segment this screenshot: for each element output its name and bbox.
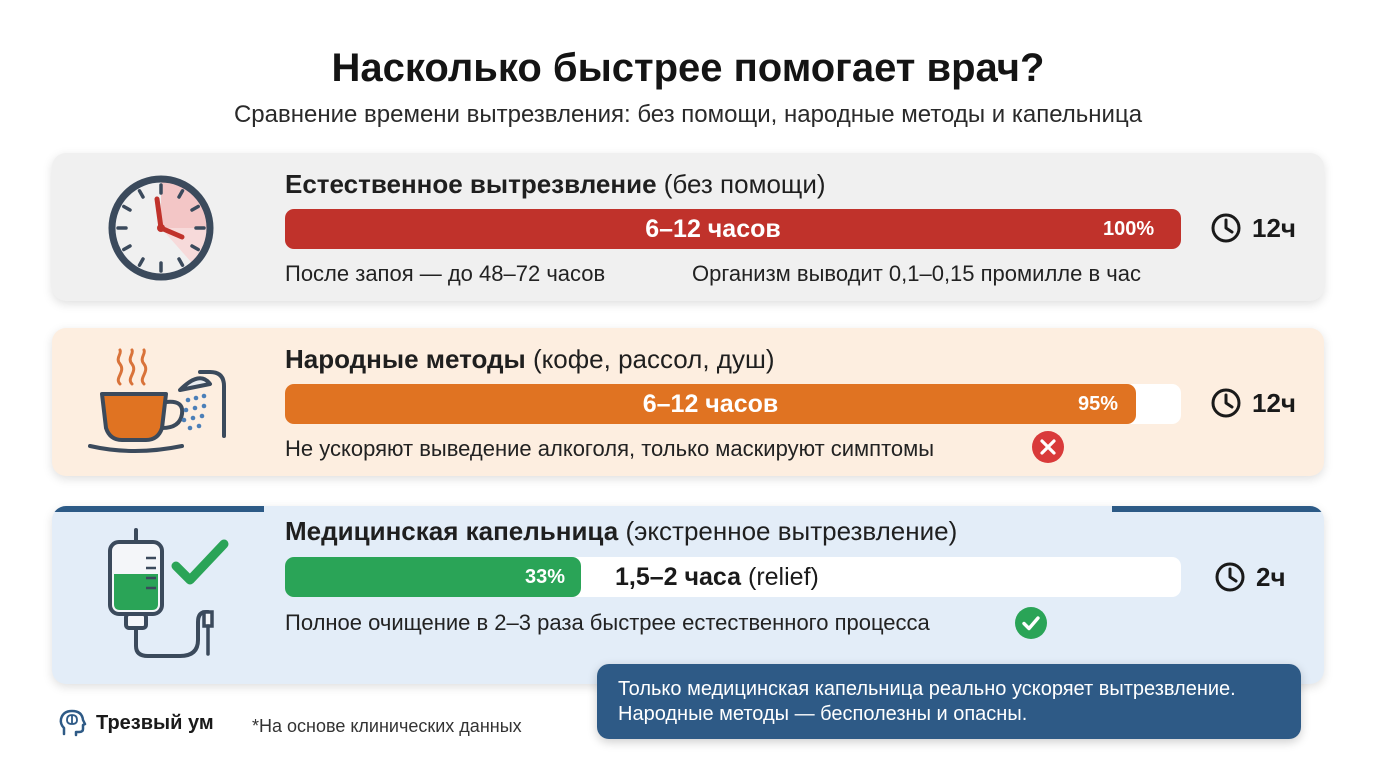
note-left: После запоя — до 48–72 часов [285,261,606,286]
page-title: Насколько быстрее помогает врач? [331,46,1045,90]
natural-sobering-card: Естественное вытрезвление (без помощи) 6… [52,153,1324,301]
coffee-shower-icon [88,348,244,463]
footnote: *На основе клинических данных [252,716,522,736]
row-title: Медицинская капельница (экстренное вытре… [285,516,958,546]
accent-bar-right [1112,506,1324,512]
folk-methods-card: Народные методы (кофе, рассол, душ) 6–12… [52,328,1324,476]
bar-label: 6–12 часов [645,215,781,243]
brand-logo: Трезвый ум [58,708,214,738]
brain-head-icon [59,709,87,737]
bar-label: 6–12 часов [642,390,779,418]
accent-bar-left [52,506,264,512]
callout-line-2: Народные методы — бесполезны и опасны. [618,703,1028,725]
callout-line-1: Только медицинская капельница реально ус… [618,678,1236,700]
clock-icon [104,171,218,290]
progress-track: 6–12 часов 95% [285,384,1181,424]
time-value: 2ч [1256,561,1286,592]
clock-small-icon [1211,213,1241,243]
page-subtitle: Сравнение времени вытрезвления: без помо… [233,101,1143,128]
clock-small-icon [1215,562,1245,592]
clock-small-icon [1211,388,1241,418]
iv-drip-icon [102,528,252,667]
progress-track: 33% 1,5–2 часа (relief) [285,557,1181,597]
bar-label: 1,5–2 часа (relief) [615,563,819,591]
brand-name: Трезвый ум [96,711,214,734]
time-indicator: 2ч [1214,561,1286,593]
row-title: Естественное вытрезвление (без помощи) [285,169,826,199]
note-right: Организм выводит 0,1–0,15 промилле в час [692,261,1141,286]
time-indicator: 12ч [1210,387,1296,419]
cross-icon [1031,430,1065,469]
conclusion-callout: Только медицинская капельница реально ус… [597,664,1301,739]
row-title: Народные методы (кофе, рассол, душ) [285,344,775,374]
iv-drip-card: Медицинская капельница (экстренное вытре… [52,506,1324,684]
time-value: 12ч [1252,387,1297,418]
percent-label: 100% [1103,218,1155,240]
note: Не ускоряют выведение алкоголя, только м… [285,436,935,461]
progress-fill [285,384,1136,424]
progress-fill [285,557,581,597]
progress-track: 6–12 часов 100% [285,209,1181,249]
progress-fill [285,209,1181,249]
percent-label: 95% [1078,393,1119,415]
time-indicator: 12ч [1210,212,1296,244]
check-icon [1014,606,1048,645]
note: Полное очищение в 2–3 раза быстрее естес… [285,610,930,635]
percent-label: 33% [525,566,566,588]
time-value: 12ч [1252,212,1297,243]
